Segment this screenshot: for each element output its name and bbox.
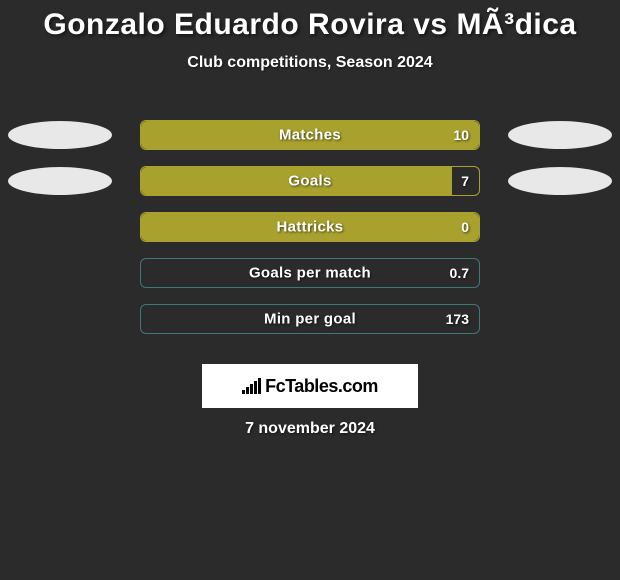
logo: FcTables.com <box>242 376 378 397</box>
player-left-ellipse <box>8 121 112 149</box>
page-subtitle: Club competitions, Season 2024 <box>0 54 620 72</box>
stat-label: Matches <box>141 127 479 144</box>
stat-row: Goals7 <box>0 158 620 204</box>
stat-rows: Matches10 Goals7 Hattricks0 Goals per match… <box>0 112 620 342</box>
stat-bar: Goals7 <box>140 166 480 196</box>
page-title: Gonzalo Eduardo Rovira vs MÃ³dica <box>0 8 620 42</box>
stat-label: Min per goal <box>141 311 479 328</box>
stat-bar: Hattricks0 <box>140 212 480 242</box>
stat-row: Min per goal173 <box>0 296 620 342</box>
stat-label: Goals per match <box>141 265 479 282</box>
stat-value: 7 <box>461 173 469 189</box>
player-left-ellipse <box>8 167 112 195</box>
stat-label: Hattricks <box>141 219 479 236</box>
stat-bar: Min per goal173 <box>140 304 480 334</box>
stat-row: Matches10 <box>0 112 620 158</box>
stat-row: Hattricks0 <box>0 204 620 250</box>
logo-text: FcTables.com <box>265 376 378 397</box>
player-right-ellipse <box>508 121 612 149</box>
stat-value: 0.7 <box>450 265 469 281</box>
stat-value: 0 <box>461 219 469 235</box>
date-text: 7 november 2024 <box>0 420 620 438</box>
logo-box: FcTables.com <box>202 364 418 408</box>
stat-label: Goals <box>141 173 479 190</box>
stats-card: Gonzalo Eduardo Rovira vs MÃ³dica Club c… <box>0 0 620 438</box>
stat-row: Goals per match0.7 <box>0 250 620 296</box>
stat-bar: Matches10 <box>140 120 480 150</box>
bar-chart-icon <box>242 378 261 394</box>
stat-bar: Goals per match0.7 <box>140 258 480 288</box>
player-right-ellipse <box>508 167 612 195</box>
stat-value: 173 <box>446 311 469 327</box>
stat-value: 10 <box>453 127 469 143</box>
